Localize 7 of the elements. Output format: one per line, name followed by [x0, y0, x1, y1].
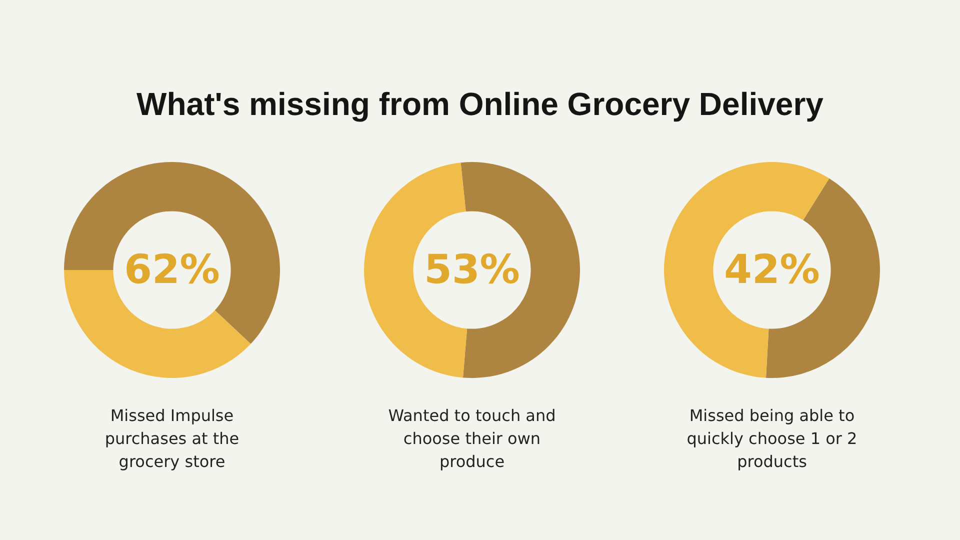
text: Missed Impulse purchases at the grocery store: [104, 405, 240, 473]
data-label: 53%: [424, 247, 520, 293]
text: What's missing from Online Grocery Delivery: [136, 86, 824, 123]
text: Wanted to touch and choose their own produce: [387, 405, 557, 473]
data-label: 62%: [124, 247, 220, 293]
data-label: 42%: [724, 247, 820, 293]
text: Missed being able to quickly choose 1 or 2 products: [686, 405, 858, 473]
